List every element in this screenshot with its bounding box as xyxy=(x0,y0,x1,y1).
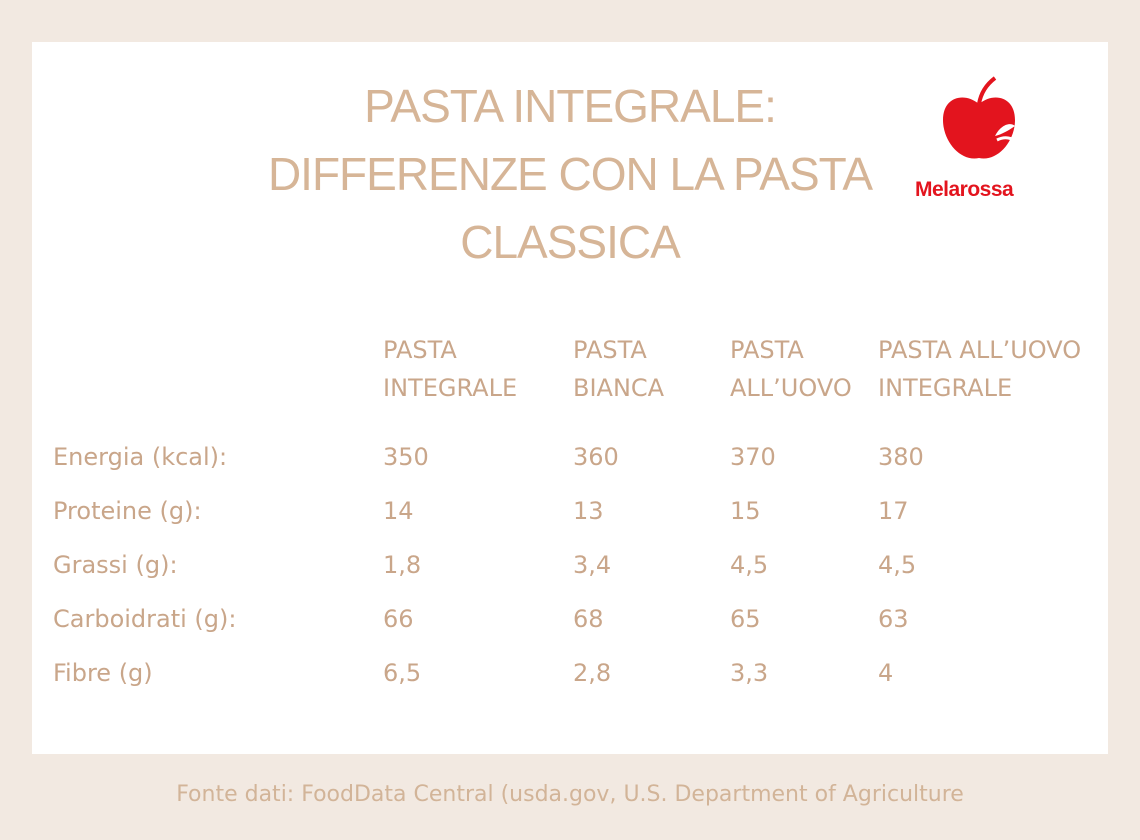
cell-value: 66 xyxy=(383,605,414,633)
row-label: Proteine (g): xyxy=(53,497,202,525)
cell-value: 13 xyxy=(573,497,604,525)
row-label: Grassi (g): xyxy=(53,551,178,579)
cell-value: 3,3 xyxy=(730,659,769,687)
source-note: Fonte dati: FoodData Central (usda.gov, … xyxy=(176,782,964,807)
logo-icon xyxy=(943,76,1017,159)
cell-value: 14 xyxy=(383,497,414,525)
cell-value: 4,5 xyxy=(730,551,769,579)
cell-value: 370 xyxy=(730,443,776,471)
column-header: PASTA ALL’UOVO INTEGRALE xyxy=(878,336,1082,402)
cell-value: 65 xyxy=(730,605,761,633)
cell-value: 350 xyxy=(383,443,429,471)
cell-value: 1,8 xyxy=(383,551,422,579)
cell-value: 4,5 xyxy=(878,551,917,579)
cell-value: 4 xyxy=(878,659,894,687)
cell-value: 380 xyxy=(878,443,924,471)
title: PASTA INTEGRALE: DIFFERENZE CON LA PASTA… xyxy=(267,80,873,268)
cell-value: 2,8 xyxy=(573,659,612,687)
cell-value: 68 xyxy=(573,605,604,633)
cell-value: 360 xyxy=(573,443,619,471)
column-header: PASTA INTEGRALE xyxy=(383,336,518,402)
cell-value: 17 xyxy=(878,497,909,525)
cell-value: 15 xyxy=(730,497,761,525)
row-label: Carboidrati (g): xyxy=(53,605,237,633)
row-label: Energia (kcal): xyxy=(53,443,228,471)
cell-value: 6,5 xyxy=(383,659,422,687)
row-label: Fibre (g) xyxy=(53,659,153,687)
cell-value: 3,4 xyxy=(573,551,612,579)
column-header: PASTA BIANCA xyxy=(573,336,665,402)
card xyxy=(32,42,1108,754)
logo-text: Melarossa xyxy=(915,178,1014,201)
cell-value: 63 xyxy=(878,605,909,633)
column-header: PASTA ALL’UOVO xyxy=(730,336,852,402)
